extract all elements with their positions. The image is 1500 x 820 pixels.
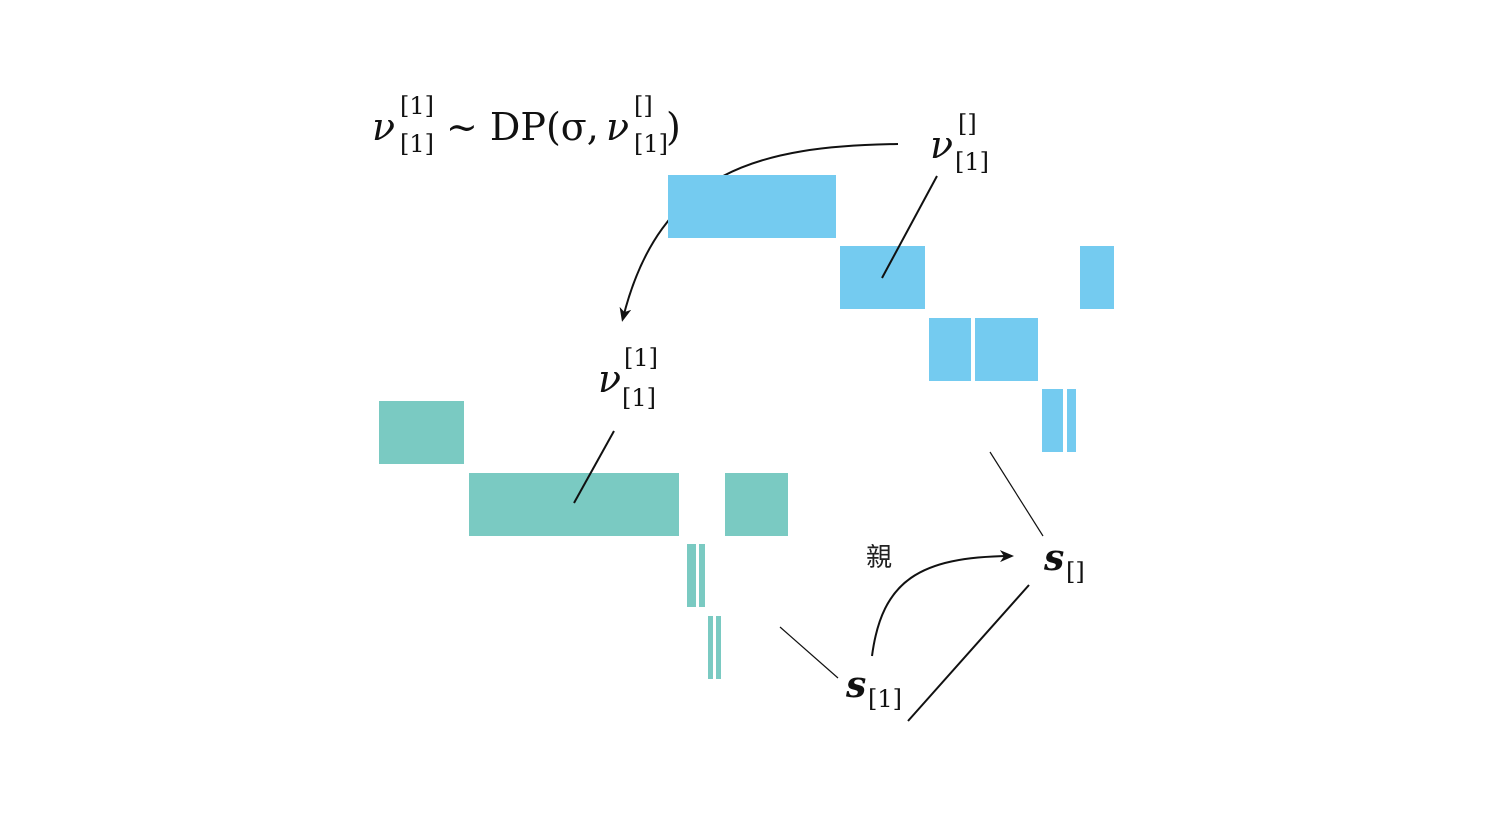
nu-root-symbol: ν: [930, 123, 953, 167]
root-bar-1: [668, 175, 836, 238]
parent-arrow: [871, 550, 1014, 657]
root-bar-5: [975, 318, 1038, 381]
child-bar-4: [687, 544, 696, 607]
label-s-child: s [1]: [845, 664, 902, 713]
label-nu-child: ν [1] [1]: [598, 344, 658, 412]
root-bar-6: [1042, 389, 1063, 452]
eq-lhs-symbol: ν: [372, 105, 395, 149]
child-bar-3: [725, 473, 788, 536]
eq-lhs-sup: [1]: [400, 92, 434, 120]
child-bar-7: [716, 616, 721, 679]
eq-rhs-symbol: ν: [606, 105, 629, 149]
child-bar-5: [699, 544, 705, 607]
parent-label: 親: [866, 543, 892, 573]
child-bar-2: [469, 473, 679, 536]
nu-root-sup: []: [958, 110, 977, 138]
root-bar-7: [1067, 389, 1076, 452]
eq-lhs-sub: [1]: [400, 130, 434, 158]
equation: ν [1] [1] ∼ DP(σ, ν [] [1] ): [372, 92, 681, 158]
eq-relation: ∼ DP(σ,: [446, 105, 599, 149]
eq-rhs-sub: [1]: [634, 130, 668, 158]
s-root-sub: []: [1066, 558, 1085, 586]
root-bar-4: [929, 318, 971, 381]
root-bar-3: [1080, 246, 1114, 309]
nu-child-symbol: ν: [598, 357, 621, 401]
nu-child-sup: [1]: [624, 344, 658, 372]
s-child-sub: [1]: [868, 685, 902, 713]
tree-edge-root-child: [907, 584, 1030, 722]
child-bars: [379, 401, 788, 679]
child-bar-6: [708, 616, 713, 679]
s-child-symbol: s: [845, 664, 866, 706]
nu-child-sub: [1]: [622, 384, 656, 412]
root-leader-line: [881, 175, 938, 279]
child-leader-line: [573, 430, 615, 504]
eq-rhs-sup: []: [634, 92, 653, 120]
root-edge-upper: [989, 451, 1044, 537]
child-bar-1: [379, 401, 464, 464]
s-root-symbol: s: [1043, 537, 1064, 579]
label-s-root: s []: [1043, 537, 1085, 586]
label-nu-root: ν [] [1]: [930, 110, 989, 176]
child-edge-left: [779, 626, 839, 679]
eq-close-paren: ): [666, 105, 681, 149]
nu-root-sub: [1]: [955, 148, 989, 176]
root-bars: [668, 175, 1114, 452]
